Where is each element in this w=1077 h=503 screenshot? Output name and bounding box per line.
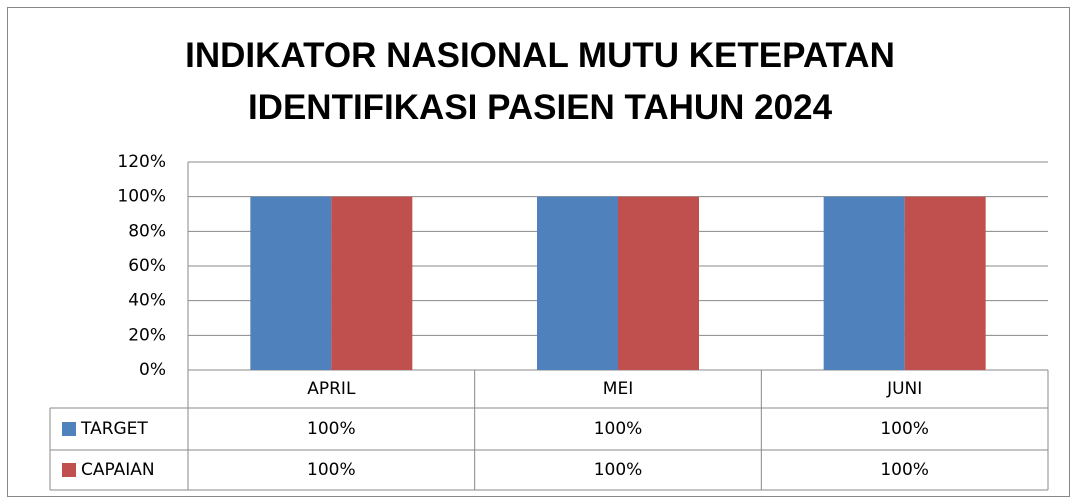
legend-swatch — [62, 463, 76, 477]
table-value: 100% — [880, 419, 929, 439]
y-tick-label: 80% — [128, 221, 166, 241]
legend-swatch — [62, 422, 76, 436]
chart-title: INDIKATOR NASIONAL MUTU KETEPATAN IDENTI… — [185, 36, 895, 127]
table-value: 100% — [307, 419, 356, 439]
y-tick-label: 0% — [139, 360, 166, 380]
legend-label: TARGET — [80, 419, 148, 439]
y-tick-label: 60% — [128, 256, 166, 276]
y-tick-label: 120% — [117, 152, 166, 172]
bar — [250, 196, 332, 370]
bar — [823, 196, 905, 370]
bar — [331, 196, 413, 370]
bar — [904, 196, 986, 370]
table-value: 100% — [594, 419, 643, 439]
y-tick-label: 20% — [128, 325, 166, 345]
x-tick-label: APRIL — [307, 379, 356, 399]
table-value: 100% — [307, 460, 356, 480]
bar — [618, 196, 699, 370]
x-tick-label: JUNI — [886, 379, 922, 399]
x-tick-label: MEI — [603, 379, 633, 399]
legend-label: CAPAIAN — [81, 460, 155, 480]
table-value: 100% — [880, 460, 929, 480]
bar — [537, 196, 618, 370]
y-tick-label: 40% — [128, 291, 166, 311]
table-value: 100% — [594, 460, 643, 480]
y-tick-label: 100% — [117, 187, 166, 207]
